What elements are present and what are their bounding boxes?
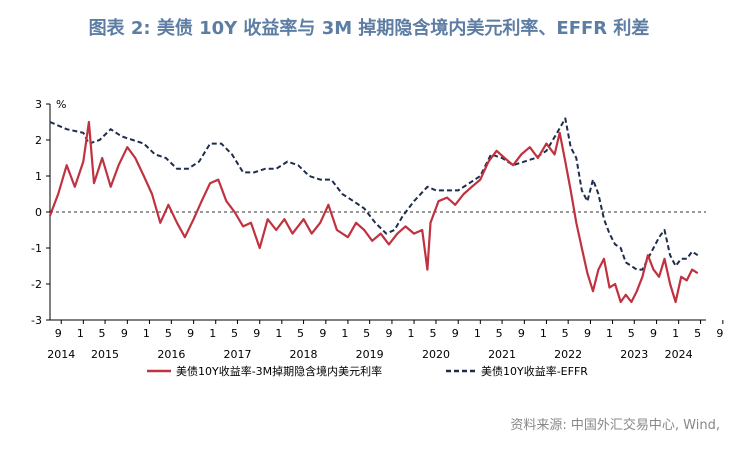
chart-title: 图表 2: 美债 10Y 收益率与 3M 掉期隐含境内美元利率、EFFR 利差 xyxy=(88,18,650,39)
y-tick-label: 1 xyxy=(35,170,42,183)
y-tick-label: 2 xyxy=(35,134,42,147)
source-note: 资料来源: 中国外汇交易中心, Wind, xyxy=(510,418,720,433)
x-tick-label: 9 xyxy=(187,327,194,340)
x-tick-label: 1 xyxy=(275,327,282,340)
x-tick-label: 1 xyxy=(672,327,679,340)
legend-label-effr-spread: 美债10Y收益率-EFFR xyxy=(481,364,588,378)
x-tick-label: 9 xyxy=(650,327,657,340)
chart-lines xyxy=(48,117,699,304)
y-tick-label: 0 xyxy=(35,206,42,219)
x-tick-label: 9 xyxy=(55,327,62,340)
x-tick-label: 1 xyxy=(143,327,150,340)
x-year-label: 2015 xyxy=(91,348,119,361)
x-tick-label: 1 xyxy=(606,327,613,340)
x-tick-label: 9 xyxy=(319,327,326,340)
x-year-label: 2019 xyxy=(356,348,384,361)
x-tick-label: 1 xyxy=(341,327,348,340)
x-year-label: 2018 xyxy=(290,348,318,361)
x-tick-label: 1 xyxy=(474,327,481,340)
x-year-label: 2014 xyxy=(47,348,75,361)
chart-legend: 美债10Y收益率-3M掉期隐含境内美元利率 美债10Y收益率-EFFR xyxy=(147,364,588,378)
y-tick-label: -2 xyxy=(31,278,42,291)
x-tick-label: 9 xyxy=(385,327,392,340)
x-tick-label: 5 xyxy=(628,327,635,340)
series-line-swap-spread xyxy=(48,120,699,304)
x-tick-label: 5 xyxy=(429,327,436,340)
x-tick-label: 5 xyxy=(297,327,304,340)
y-unit-label: % xyxy=(56,98,66,111)
x-tick-label: 9 xyxy=(518,327,525,340)
x-year-label: 2024 xyxy=(665,348,693,361)
series-line-effr-spread xyxy=(49,117,699,271)
legend-label-swap-spread: 美债10Y收益率-3M掉期隐含境内美元利率 xyxy=(176,364,382,378)
x-year-label: 2016 xyxy=(157,348,185,361)
x-year-label: 2021 xyxy=(488,348,516,361)
x-year-label: 2023 xyxy=(620,348,648,361)
y-tick-label: -1 xyxy=(31,242,42,255)
x-year-label: 2022 xyxy=(554,348,582,361)
x-tick-label: 9 xyxy=(584,327,591,340)
x-tick-label: 5 xyxy=(562,327,569,340)
x-tick-label: 5 xyxy=(231,327,238,340)
y-tick-label: -3 xyxy=(31,314,42,327)
x-tick-label: 9 xyxy=(716,327,723,340)
x-year-label: 2017 xyxy=(223,348,251,361)
x-tick-label: 5 xyxy=(496,327,503,340)
x-tick-label: 1 xyxy=(209,327,216,340)
y-tick-label: 3 xyxy=(35,98,42,111)
x-tick-label: 1 xyxy=(408,327,415,340)
x-tick-label: 5 xyxy=(363,327,370,340)
chart-axes: % 3 2 1 0 -1 -2 -3 9 1 5 9 1 5 9 1 5 9 1 5 9 1 5 9 1 5 9 1 5 9 1 5 9 1 5 9 1… xyxy=(31,98,724,361)
x-tick-label: 1 xyxy=(77,327,84,340)
x-tick-label: 9 xyxy=(253,327,260,340)
x-year-label: 2020 xyxy=(422,348,450,361)
x-tick-label: 1 xyxy=(540,327,547,340)
x-tick-label: 5 xyxy=(165,327,172,340)
x-tick-label: 5 xyxy=(694,327,701,340)
x-tick-label: 9 xyxy=(452,327,459,340)
x-tick-label: 9 xyxy=(121,327,128,340)
x-tick-label: 5 xyxy=(99,327,106,340)
